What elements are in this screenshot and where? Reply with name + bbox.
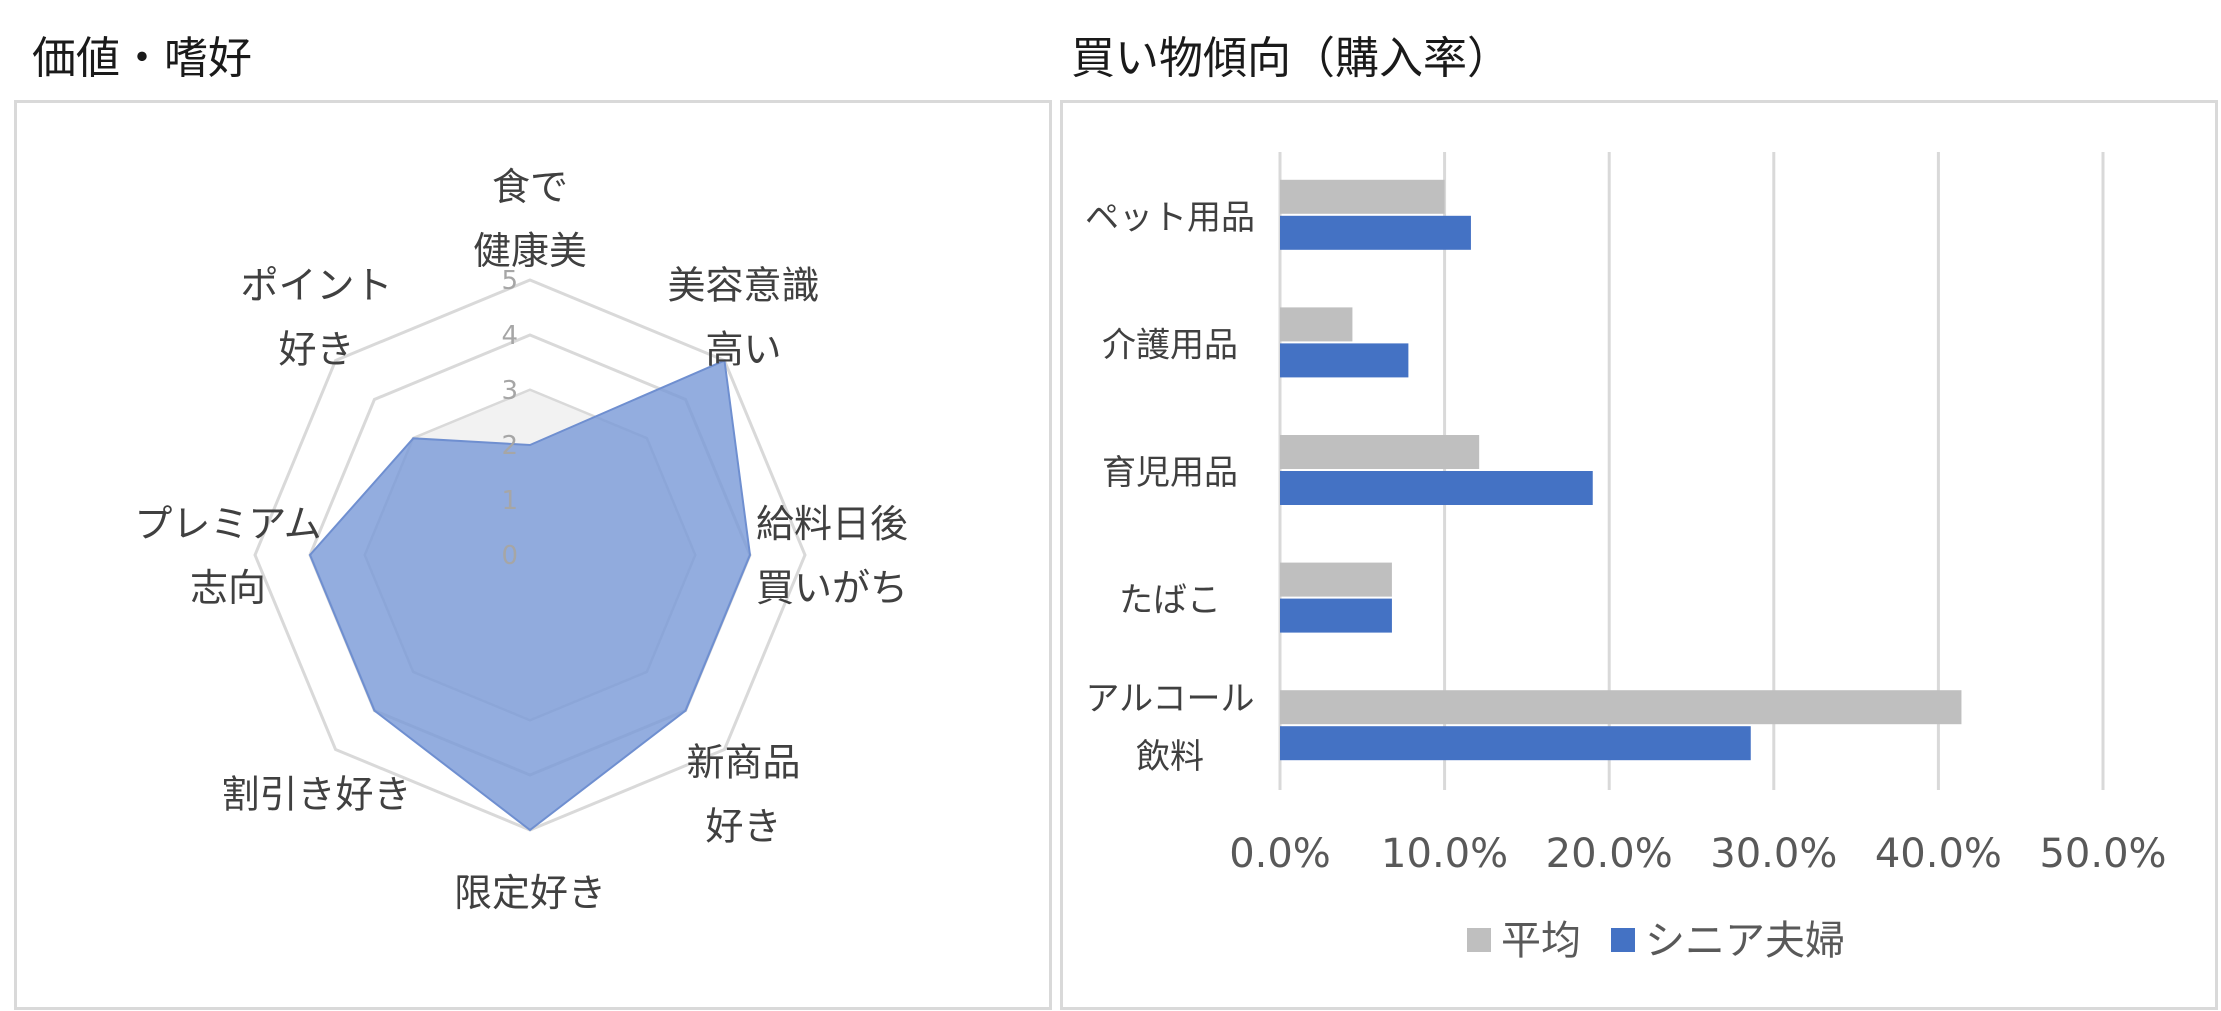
bar-mark bbox=[1280, 435, 1480, 469]
bar-mark bbox=[1280, 343, 1409, 378]
legend-swatch bbox=[1611, 928, 1635, 952]
radar-axis-label: 好き bbox=[278, 328, 354, 372]
legend-label: 平均 bbox=[1501, 918, 1581, 964]
bar-mark bbox=[1280, 471, 1593, 505]
bar-category-label: ペット用品 bbox=[1085, 198, 1255, 238]
radar-title: 価値・嗜好 bbox=[32, 33, 252, 84]
bar-title: 買い物傾向（購入率） bbox=[1071, 33, 1511, 84]
radar-tick-label: 0 bbox=[501, 541, 518, 571]
radar-axis-label: 好き bbox=[706, 804, 782, 848]
bar-category-label: アルコール bbox=[1086, 679, 1255, 719]
radar-axis-label: 高い bbox=[706, 328, 782, 372]
bar-category-label: 育児用品 bbox=[1102, 453, 1238, 493]
bar-mark bbox=[1280, 690, 1962, 725]
bar-mark bbox=[1280, 562, 1392, 597]
bar-mark bbox=[1280, 598, 1392, 633]
radar-axis-label: 志向 bbox=[190, 566, 266, 610]
radar-axis-label: プレミアム bbox=[134, 502, 321, 546]
bar-category-label: たばこ bbox=[1119, 581, 1221, 621]
bar-x-tick-label: 0.0% bbox=[1229, 831, 1331, 877]
radar-axis-label: 健康美 bbox=[473, 229, 587, 273]
radar-tick-label: 1 bbox=[501, 486, 518, 516]
bar-x-tick-label: 10.0% bbox=[1381, 831, 1508, 877]
bar-x-tick-label: 20.0% bbox=[1546, 831, 1673, 877]
bar-x-tick-label: 40.0% bbox=[1875, 831, 2002, 877]
bar-mark bbox=[1280, 307, 1353, 342]
radar-axis-label: 限定好き bbox=[454, 871, 606, 915]
radar-axis-label: 割引き好き bbox=[221, 772, 411, 816]
bar-category-label: 飲料 bbox=[1136, 737, 1204, 777]
radar-axis-label: 美容意識 bbox=[668, 264, 820, 308]
bar-category-label: 介護用品 bbox=[1102, 325, 1238, 365]
radar-tick-label: 2 bbox=[501, 431, 518, 461]
radar-axis-label: ポイント bbox=[240, 264, 392, 308]
legend-label: シニア夫婦 bbox=[1645, 918, 1845, 964]
radar-axis-label: 食で bbox=[492, 165, 568, 209]
radar-axis-label: 給料日後 bbox=[756, 502, 908, 546]
radar-frame bbox=[14, 100, 1052, 1010]
bar-x-tick-label: 50.0% bbox=[2039, 831, 2166, 877]
bar-mark bbox=[1280, 726, 1751, 761]
radar-axis-label: 買いがち bbox=[756, 566, 908, 610]
legend-swatch bbox=[1467, 928, 1491, 952]
radar-tick-label: 3 bbox=[501, 376, 518, 406]
radar-axis-label: 新商品 bbox=[687, 740, 801, 784]
bar-mark bbox=[1280, 215, 1471, 250]
radar-tick-label: 5 bbox=[501, 266, 518, 296]
radar-tick-label: 4 bbox=[501, 321, 518, 351]
radar-series-area bbox=[308, 359, 752, 832]
bar-frame bbox=[1060, 100, 2218, 1010]
bar-x-tick-label: 30.0% bbox=[1710, 831, 1837, 877]
bar-mark bbox=[1280, 179, 1445, 214]
